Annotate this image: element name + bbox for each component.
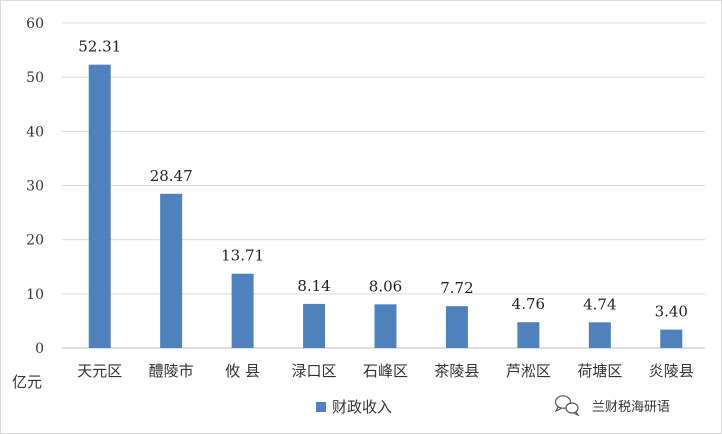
bars <box>88 64 683 348</box>
data-label: 7.72 <box>440 279 473 297</box>
wechat-icon <box>554 395 580 417</box>
watermark-text: 兰财税海研语 <box>592 400 670 415</box>
bar <box>517 322 540 348</box>
data-label: 8.14 <box>297 277 330 295</box>
data-label: 28.47 <box>150 167 193 185</box>
legend-label: 财政收入 <box>332 398 392 416</box>
bar <box>660 329 683 348</box>
data-label: 4.76 <box>512 295 545 313</box>
category-label: 天元区 <box>77 362 122 380</box>
bar <box>374 304 397 348</box>
legend: 财政收入 <box>316 398 392 416</box>
y-axis-ticks: 0 10 20 30 40 50 60 <box>26 16 44 357</box>
category-label: 芦淞区 <box>506 362 551 380</box>
y-tick-label: 30 <box>26 179 44 195</box>
category-label: 石峰区 <box>363 362 408 380</box>
bar <box>445 306 468 348</box>
y-tick-label: 40 <box>26 124 44 140</box>
bar <box>88 64 111 348</box>
data-label: 13.71 <box>221 247 264 265</box>
bar <box>160 193 183 348</box>
y-tick-label: 20 <box>26 233 44 249</box>
bar <box>588 322 611 348</box>
category-label: 茶陵县 <box>434 362 479 380</box>
y-tick-label: 60 <box>26 16 44 32</box>
data-labels: 52.31 28.47 13.71 8.14 8.06 7.72 4.76 4.74 3.40 <box>78 38 688 321</box>
y-tick-label: 50 <box>26 70 44 86</box>
y-tick-label: 10 <box>26 287 44 303</box>
watermark: 兰财税海研语 <box>554 395 670 417</box>
data-label: 8.06 <box>369 277 402 295</box>
bar <box>231 273 254 348</box>
data-label: 52.31 <box>78 38 121 56</box>
legend-swatch <box>316 402 326 412</box>
category-labels: 天元区 醴陵市 攸 县 渌口区 石峰区 茶陵县 芦淞区 荷塘区 炎陵县 <box>77 362 694 380</box>
category-label: 荷塘区 <box>577 362 622 380</box>
category-label: 攸 县 <box>225 362 260 380</box>
data-label: 3.40 <box>655 303 688 321</box>
bar <box>303 303 326 348</box>
data-label: 4.74 <box>583 295 616 313</box>
category-label: 醴陵市 <box>149 362 194 380</box>
category-label: 炎陵县 <box>649 362 694 380</box>
y-tick-label: 0 <box>35 341 44 357</box>
y-axis-unit-label: 亿元 <box>12 373 42 391</box>
category-label: 渌口区 <box>292 362 337 380</box>
